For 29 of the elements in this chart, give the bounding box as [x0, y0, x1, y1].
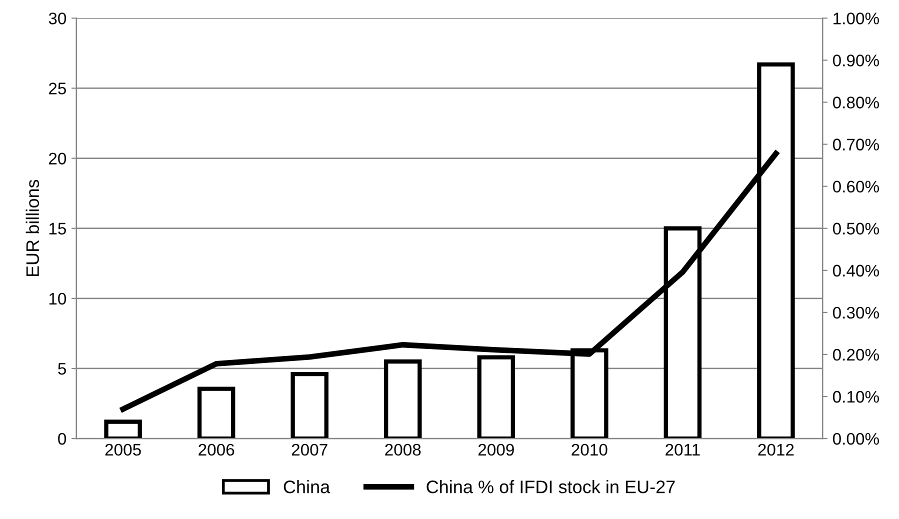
x-tick-label: 2012: [758, 444, 794, 456]
y2-tick-label: 0.40%: [832, 264, 879, 277]
y2-tick-label: 0.30%: [832, 306, 879, 319]
y2-tick-label: 0.80%: [832, 96, 879, 108]
y-axis-title: EUR billions: [26, 180, 40, 276]
y-tick-label: 15: [49, 222, 66, 235]
y-tick-label: 0: [58, 432, 66, 445]
x-tick-label: 2010: [572, 444, 608, 456]
y2-tick-label: 1.00%: [834, 12, 879, 24]
y2-tick-label: 0.10%: [832, 390, 879, 403]
y2-tick-label: 0.20%: [832, 348, 879, 361]
x-tick-label: 2011: [666, 444, 700, 456]
y2-tick-label: 0.90%: [832, 54, 879, 66]
legend-label: China: [284, 480, 330, 494]
y2-tick-label: 0.70%: [832, 138, 879, 150]
x-tick-label: 2009: [478, 444, 514, 456]
y-tick-label: 20: [48, 152, 66, 164]
x-tick-label: 2007: [292, 444, 328, 456]
y-tick-label: 30: [48, 12, 66, 24]
x-tick-label: 2008: [385, 444, 421, 456]
y2-tick-label: 0.00%: [832, 432, 879, 445]
y-tick-label: 25: [48, 82, 66, 94]
y2-tick-label: 0.50%: [832, 222, 879, 235]
y-tick-label: 5: [58, 363, 66, 375]
legend-label: China % of IFDI stock in EU-27: [426, 480, 675, 494]
x-tick-label: 2006: [198, 444, 234, 456]
y-tick-label: 10: [49, 292, 66, 305]
y2-tick-label: 0.60%: [832, 180, 879, 193]
x-tick-label: 2005: [105, 444, 141, 456]
